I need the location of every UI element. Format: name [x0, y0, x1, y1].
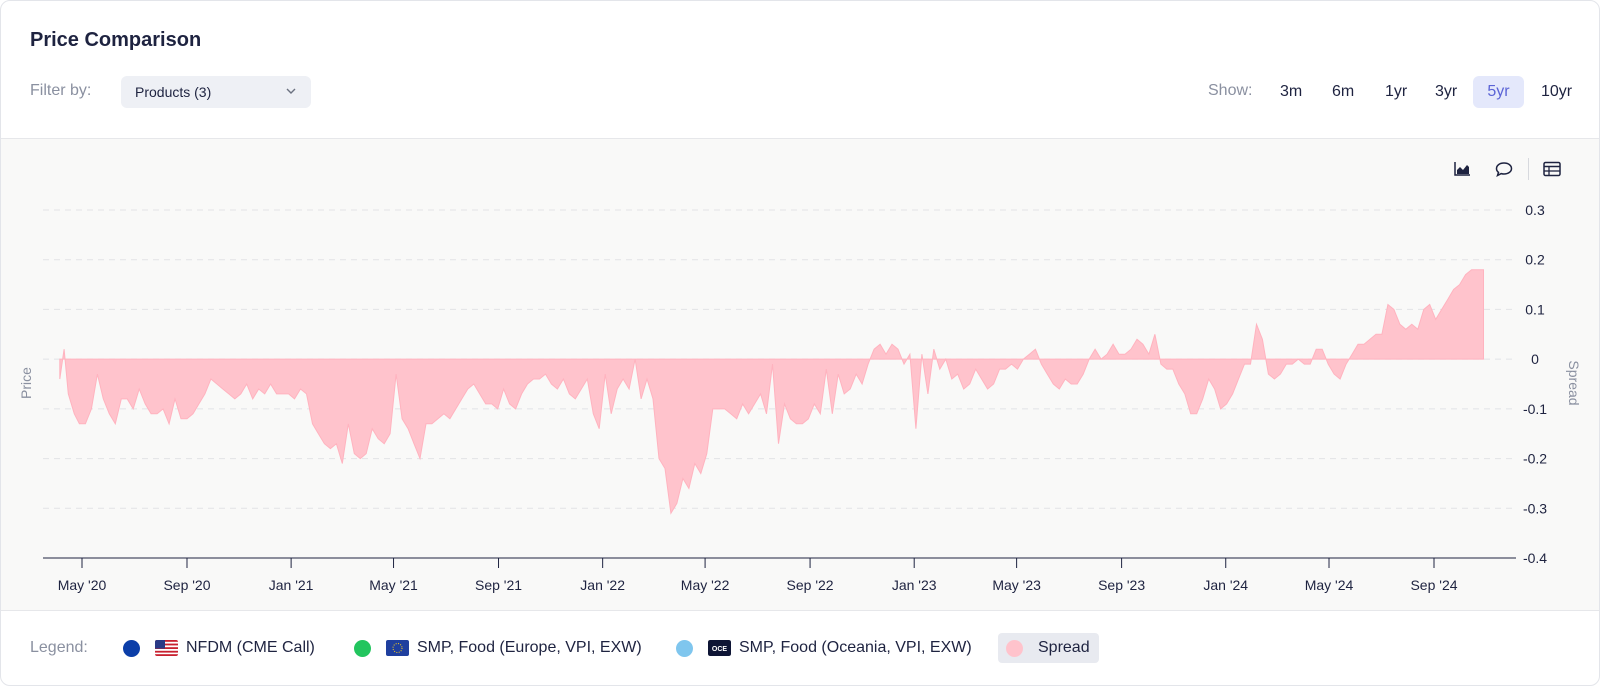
- legend-item-label: Spread: [1038, 639, 1090, 656]
- series-color-dot: [1006, 639, 1023, 657]
- page-title: Price Comparison: [30, 29, 202, 51]
- x-tick-label: Sep '21: [475, 577, 522, 593]
- eu-flag-icon: [386, 640, 409, 656]
- range-5yr-button[interactable]: 5yr: [1473, 76, 1524, 108]
- toolbar-divider: [1528, 158, 1529, 180]
- show-label: Show:: [1208, 82, 1253, 99]
- legend-item-smp-oceania[interactable]: OCE SMP, Food (Oceania, VPI, EXW): [676, 633, 972, 663]
- legend-item-label: NFDM (CME Call): [186, 639, 315, 656]
- x-tick-label: Sep '23: [1098, 577, 1145, 593]
- table-icon[interactable]: [1541, 158, 1563, 180]
- y-tick-label: 0.1: [1525, 301, 1545, 317]
- spread-area-chart: May '20 Sep '20 Jan '21 May '21 Sep '21 Jan '…: [18, 202, 1582, 593]
- x-tick-label: May '24: [1305, 577, 1354, 593]
- series-color-dot: [676, 639, 693, 657]
- chart-series: [59, 269, 1484, 515]
- y-tick-label: -0.2: [1523, 451, 1547, 467]
- y-tick-label: 0: [1531, 351, 1539, 367]
- legend-item-spread[interactable]: Spread: [998, 633, 1099, 663]
- y-tick-label: -0.3: [1523, 500, 1547, 516]
- products-filter-dropdown[interactable]: Products (3): [121, 76, 311, 108]
- y-axis: 0.3 0.2 0.1 0 -0.1 -0.2 -0.3 -0.4: [1523, 202, 1547, 566]
- chevron-down-icon: [286, 88, 296, 94]
- x-tick-label: Jan '22: [580, 577, 625, 593]
- spread-area: [59, 269, 1484, 515]
- oce-flag-text: OCE: [712, 646, 728, 653]
- legend-item-smp-europe[interactable]: SMP, Food (Europe, VPI, EXW): [354, 633, 642, 663]
- legend-item-label: SMP, Food (Europe, VPI, EXW): [417, 639, 642, 656]
- range-10yr-button[interactable]: 10yr: [1541, 83, 1573, 100]
- series-color-dot: [354, 639, 371, 657]
- x-tick-label: Sep '24: [1410, 577, 1457, 593]
- y-axis-label: Price: [18, 367, 34, 399]
- y-tick-label: 0.3: [1525, 202, 1545, 218]
- range-3m-button[interactable]: 3m: [1280, 83, 1303, 100]
- x-tick-label: May '21: [369, 577, 418, 593]
- y-tick-label: 0.2: [1525, 252, 1545, 268]
- x-tick-label: Jan '24: [1203, 577, 1248, 593]
- comment-icon[interactable]: [1493, 158, 1515, 180]
- x-axis: May '20 Sep '20 Jan '21 May '21 Sep '21 Jan '…: [43, 557, 1516, 593]
- range-3yr-button[interactable]: 3yr: [1435, 83, 1458, 100]
- y-tick-label: -0.4: [1523, 550, 1547, 566]
- x-tick-label: Jan '23: [892, 577, 937, 593]
- x-tick-label: Sep '22: [787, 577, 834, 593]
- legend-item-nfdm[interactable]: NFDM (CME Call): [123, 633, 315, 663]
- x-tick-label: Jan '21: [269, 577, 314, 593]
- legend-label: Legend:: [30, 639, 88, 656]
- x-tick-label: May '20: [58, 577, 107, 593]
- x-tick-label: Sep '20: [163, 577, 210, 593]
- y2-axis-label: Spread: [1566, 360, 1582, 405]
- us-flag-icon: [155, 640, 178, 656]
- filter-label: Filter by:: [30, 82, 92, 99]
- products-filter-value: Products (3): [135, 84, 212, 100]
- range-1yr-button[interactable]: 1yr: [1385, 83, 1408, 100]
- area-chart-icon[interactable]: [1451, 158, 1473, 180]
- y-tick-label: -0.1: [1523, 401, 1547, 417]
- series-color-dot: [123, 639, 140, 657]
- x-tick-label: May '22: [681, 577, 730, 593]
- x-tick-label: May '23: [992, 577, 1041, 593]
- oce-flag-icon: OCE: [708, 640, 731, 656]
- range-6m-button[interactable]: 6m: [1332, 83, 1355, 100]
- legend-item-label: SMP, Food (Oceania, VPI, EXW): [739, 639, 972, 656]
